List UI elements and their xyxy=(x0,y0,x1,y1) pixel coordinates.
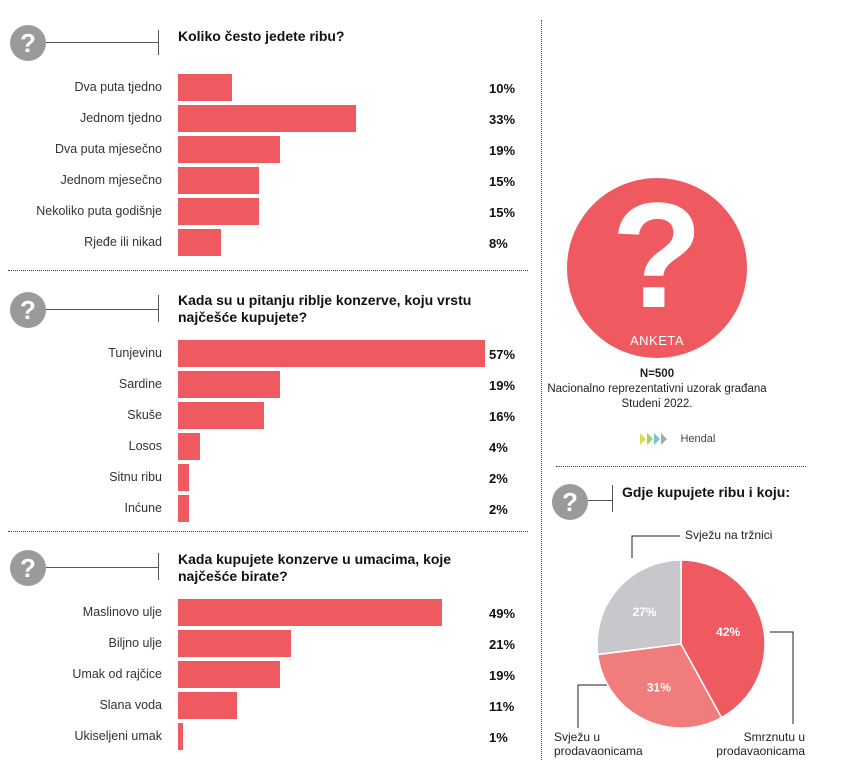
category-label: Inćune xyxy=(124,501,162,515)
anketa-label: ANKETA xyxy=(629,333,685,348)
question-icon: ? xyxy=(10,292,46,328)
bar xyxy=(178,599,442,626)
bar xyxy=(178,692,238,719)
divider-line xyxy=(46,567,158,568)
question-icon: ? xyxy=(10,25,46,61)
pie-slice xyxy=(596,559,682,656)
bar xyxy=(178,464,189,491)
sample-description: Nacionalno reprezentativni uzorak građan… xyxy=(547,383,767,395)
bar xyxy=(178,402,265,429)
question-3-title: Kada kupujete konzerve u umacima, koje n… xyxy=(178,551,451,585)
bar xyxy=(178,74,232,101)
brand-logo: Hendal xyxy=(638,430,715,448)
divider-line xyxy=(46,309,158,310)
pie-slice xyxy=(680,559,766,719)
divider-line xyxy=(612,485,613,512)
question-icon: ? xyxy=(552,484,588,520)
slice-value-label: 31% xyxy=(647,680,671,694)
bar xyxy=(178,167,259,194)
slice-value-label: 27% xyxy=(632,605,656,619)
category-label: Dva puta mjesečno xyxy=(54,142,162,156)
sample-size: N=500 xyxy=(639,368,675,380)
slice-name-label: prodavaonicama xyxy=(716,744,805,758)
category-label: Ukiseljeni umak xyxy=(74,729,162,743)
category-label: Sitnu ribu xyxy=(109,470,162,484)
bar xyxy=(178,723,184,750)
leader-line xyxy=(577,684,607,728)
title-line: Kada kupujete konzerve u umacima, koje xyxy=(178,551,452,567)
divider-line xyxy=(46,42,158,43)
category-label: Sardine xyxy=(118,377,162,391)
bar xyxy=(178,495,189,522)
category-label: Umak od rajčice xyxy=(72,667,162,681)
question-2-title: Kada su u pitanju riblje konzerve, koju … xyxy=(178,292,471,326)
slice-name-label: Smrznutu u xyxy=(744,730,805,744)
hendal-logo-icon xyxy=(640,433,667,445)
value-label: 19% xyxy=(489,378,516,393)
bar xyxy=(178,371,281,398)
section-separator xyxy=(556,466,806,467)
leader-line xyxy=(631,535,680,558)
bar xyxy=(178,198,259,225)
slice-name-label: prodavaonicama xyxy=(554,744,643,758)
bar xyxy=(178,229,222,256)
bar xyxy=(178,630,292,657)
category-label: Dva puta tjedno xyxy=(74,80,162,94)
pie-slice xyxy=(596,643,723,729)
divider-line xyxy=(158,553,159,580)
bar xyxy=(178,105,356,132)
section-separator xyxy=(8,270,528,271)
value-label: 15% xyxy=(489,174,516,189)
category-label: Jednom tjedno xyxy=(79,111,162,125)
big-question-mark-icon: ? xyxy=(611,171,703,339)
title-line: Kada su u pitanju riblje konzerve, koju … xyxy=(178,292,472,308)
value-label: 16% xyxy=(489,409,516,424)
category-label: Skuše xyxy=(127,408,162,422)
question-icon: ? xyxy=(10,550,46,586)
bar xyxy=(178,661,281,688)
question-1-title: Koliko često jedete ribu? xyxy=(178,28,345,44)
value-label: 21% xyxy=(489,637,516,652)
value-label: 2% xyxy=(489,471,508,486)
slice-name-label: Svježu na tržnici xyxy=(685,528,772,542)
divider-line xyxy=(588,500,612,501)
category-label: Slana voda xyxy=(99,698,162,712)
survey-date: Studeni 2022. xyxy=(621,398,693,410)
category-label: Losos xyxy=(128,439,162,453)
value-label: 11% xyxy=(489,699,515,714)
value-label: 33% xyxy=(489,112,516,127)
category-label: Nekoliko puta godišnje xyxy=(36,204,162,218)
bar xyxy=(178,433,200,460)
value-label: 8% xyxy=(489,236,508,251)
category-label: Rjeđe ili nikad xyxy=(84,235,162,249)
bar xyxy=(178,340,485,367)
category-label: Biljno ulje xyxy=(108,636,162,650)
leader-line xyxy=(770,631,794,724)
category-label: Maslinovo ulje xyxy=(82,605,162,619)
divider-line xyxy=(158,30,159,55)
slice-value-label: 42% xyxy=(716,625,740,639)
value-label: 19% xyxy=(489,668,516,683)
value-label: 57% xyxy=(489,347,516,362)
value-label: 2% xyxy=(489,502,508,517)
category-label: Jednom mjesečno xyxy=(60,173,162,187)
value-label: 49% xyxy=(489,606,516,621)
value-label: 1% xyxy=(489,730,508,745)
value-label: 19% xyxy=(489,143,516,158)
value-label: 15% xyxy=(489,205,516,220)
value-label: 10% xyxy=(489,81,516,96)
section-separator xyxy=(8,531,528,532)
slice-name-label: Svježu u xyxy=(554,730,600,744)
question-4-title: Gdje kupujete ribu i koju: xyxy=(622,484,791,500)
bar xyxy=(178,136,281,163)
column-separator xyxy=(541,20,542,760)
brand-name: Hendal xyxy=(680,433,716,445)
anketa-badge: ? ANKETA xyxy=(567,178,747,358)
divider-line xyxy=(158,295,159,322)
category-label: Tunjevinu xyxy=(108,346,162,360)
value-label: 4% xyxy=(489,440,508,455)
title-line: najčešće birate? xyxy=(178,568,288,584)
title-line: najčešće kupujete? xyxy=(178,309,308,325)
